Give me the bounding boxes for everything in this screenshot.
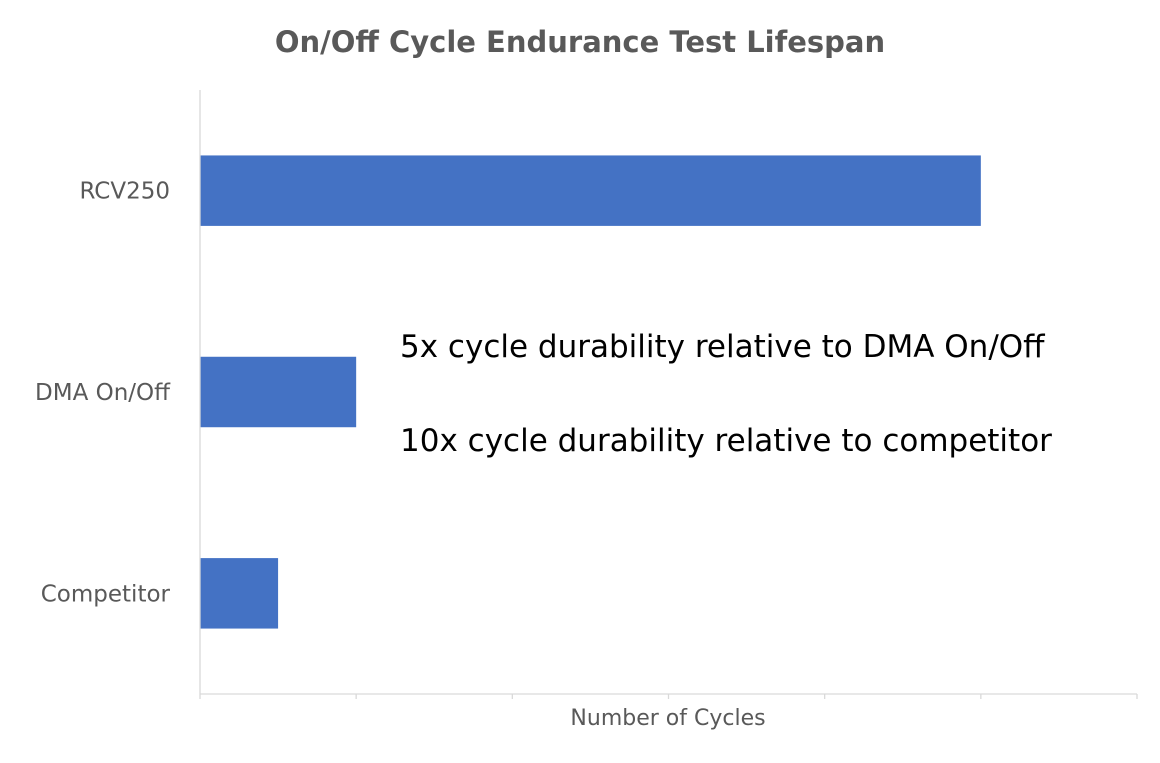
bar-rcv250	[200, 155, 981, 226]
category-label-competitor: Competitor	[41, 581, 171, 607]
bar-competitor	[200, 558, 279, 629]
category-label-dma-on-off: DMA On/Off	[35, 380, 171, 406]
category-label-rcv250: RCV250	[79, 179, 170, 205]
annotation-competitor: 10x cycle durability relative to competi…	[400, 423, 1052, 459]
chart-title: On/Off Cycle Endurance Test Lifespan	[275, 25, 885, 59]
annotation-dma: 5x cycle durability relative to DMA On/O…	[400, 329, 1045, 365]
bar-dma-on-off	[200, 356, 357, 428]
x-axis-ticks	[199, 694, 1138, 699]
category-labels: RCV250 DMA On/Off Competitor	[35, 179, 171, 608]
x-axis-label: Number of Cycles	[570, 706, 765, 731]
bars-group	[200, 155, 981, 629]
